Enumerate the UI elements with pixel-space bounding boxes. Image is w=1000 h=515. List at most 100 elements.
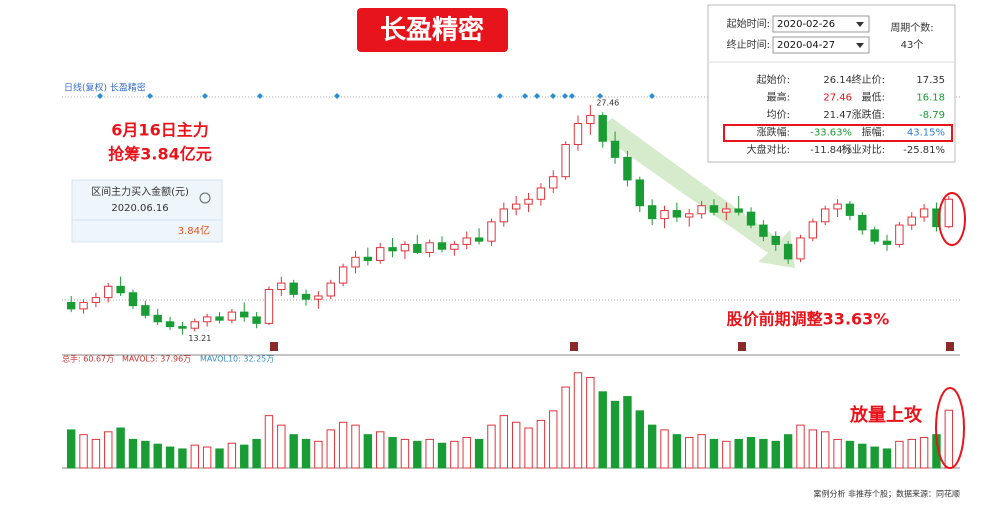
candle-body bbox=[845, 203, 855, 216]
candle-body bbox=[623, 156, 632, 181]
candle-body bbox=[919, 208, 929, 218]
panel-date: 2020-04-27 bbox=[777, 40, 835, 51]
callout: 6月16日主力 bbox=[111, 121, 208, 140]
candle-body bbox=[79, 301, 88, 310]
volume-bar bbox=[351, 424, 360, 469]
candle-body bbox=[450, 243, 459, 250]
candle-body bbox=[474, 237, 484, 242]
candle-body bbox=[759, 224, 768, 237]
volume-bar bbox=[808, 429, 818, 469]
volume-bar bbox=[240, 444, 249, 469]
candle-body bbox=[734, 208, 743, 213]
panel-label: 均价: bbox=[767, 109, 790, 121]
candle-body bbox=[413, 243, 422, 253]
candle-body bbox=[561, 143, 570, 178]
candle-body bbox=[709, 205, 719, 213]
volume-bar bbox=[759, 438, 768, 469]
volume-bar bbox=[833, 438, 842, 469]
volume-bar bbox=[487, 424, 496, 469]
candle-body bbox=[376, 247, 385, 262]
signal-markers bbox=[97, 93, 655, 99]
info-box bbox=[71, 179, 223, 243]
candle-body bbox=[796, 237, 805, 260]
callout: 抢筹3.84亿元 bbox=[108, 145, 211, 164]
candle-body bbox=[647, 205, 657, 220]
volume-bar bbox=[301, 438, 311, 469]
candle-body bbox=[252, 316, 261, 324]
chart-title: 长盈精密 bbox=[380, 15, 484, 46]
candle-body bbox=[487, 221, 496, 242]
volume-bar bbox=[178, 448, 187, 469]
volume-bar bbox=[202, 446, 212, 469]
mavol5: MAVOL5: 37.96万 bbox=[122, 355, 191, 364]
candle-body bbox=[128, 292, 138, 307]
candle-body bbox=[660, 210, 669, 220]
candle-body bbox=[685, 213, 694, 218]
candle-body bbox=[227, 311, 237, 321]
volume-bar bbox=[895, 440, 904, 469]
candle-body bbox=[610, 140, 620, 158]
volume-note: 放量上攻 bbox=[849, 404, 923, 426]
volume-bar bbox=[277, 424, 286, 469]
candle-body bbox=[672, 210, 682, 218]
highlight-ring bbox=[938, 192, 966, 246]
panel-value: -33.63% bbox=[810, 128, 852, 139]
volume-bar bbox=[944, 409, 954, 469]
candle-body bbox=[635, 179, 644, 207]
volume-bar bbox=[338, 421, 348, 469]
panel-value: 16.18 bbox=[916, 93, 945, 104]
candle-body bbox=[549, 176, 558, 189]
candle-body bbox=[301, 293, 311, 300]
candle-body bbox=[66, 301, 76, 310]
candle-body bbox=[190, 321, 199, 329]
volume-bar bbox=[672, 434, 682, 469]
volume-bar bbox=[215, 448, 224, 469]
volume-bars bbox=[66, 372, 954, 469]
title-box bbox=[357, 8, 508, 52]
candle-body bbox=[944, 198, 954, 228]
candle-body bbox=[116, 285, 125, 294]
panel-label: 起始价: bbox=[757, 73, 790, 86]
volume-bar bbox=[289, 434, 298, 469]
candle-body bbox=[882, 240, 892, 245]
panel-count: 43个 bbox=[901, 39, 924, 51]
volume-bar bbox=[858, 443, 867, 469]
panel-label: 涨跌幅: bbox=[757, 126, 790, 139]
candle-body bbox=[598, 114, 607, 142]
volume-bar bbox=[685, 437, 694, 469]
volume-bar bbox=[647, 424, 657, 469]
volume-bar bbox=[413, 440, 422, 469]
candle-body bbox=[388, 247, 397, 252]
volume-bar bbox=[610, 400, 620, 469]
candle-body bbox=[697, 205, 706, 215]
volume-bar bbox=[734, 438, 743, 469]
panel-value: 17.35 bbox=[916, 75, 945, 86]
candle-body bbox=[178, 326, 187, 329]
candle-body bbox=[771, 235, 780, 245]
volume-bar bbox=[796, 424, 805, 469]
panel-label: 终止价: bbox=[852, 73, 885, 86]
candle-body bbox=[264, 289, 274, 324]
panel-label: 起始时间: bbox=[727, 17, 770, 30]
candle-body bbox=[240, 311, 249, 318]
volume-bar bbox=[141, 440, 150, 469]
volume-bar bbox=[660, 429, 669, 469]
info-icon bbox=[199, 192, 211, 204]
volume-bar bbox=[450, 440, 459, 469]
volume-bar bbox=[79, 434, 88, 469]
panel-value: 26.14 bbox=[823, 75, 852, 86]
highlight-ring bbox=[935, 387, 965, 469]
panel-label: 涨跌值: bbox=[852, 108, 885, 121]
volume-bar bbox=[907, 438, 916, 469]
candle-body bbox=[104, 285, 113, 299]
volume-bar bbox=[326, 429, 335, 469]
volume-bar bbox=[474, 438, 484, 469]
volume-bar bbox=[128, 438, 138, 469]
candle-body bbox=[165, 321, 175, 328]
volume-bar bbox=[586, 377, 595, 469]
panel-value: -11.84% bbox=[810, 145, 852, 156]
high-label: 27.46 bbox=[596, 98, 619, 107]
volume-bar bbox=[511, 421, 521, 469]
panel-value: 21.47 bbox=[823, 110, 852, 121]
